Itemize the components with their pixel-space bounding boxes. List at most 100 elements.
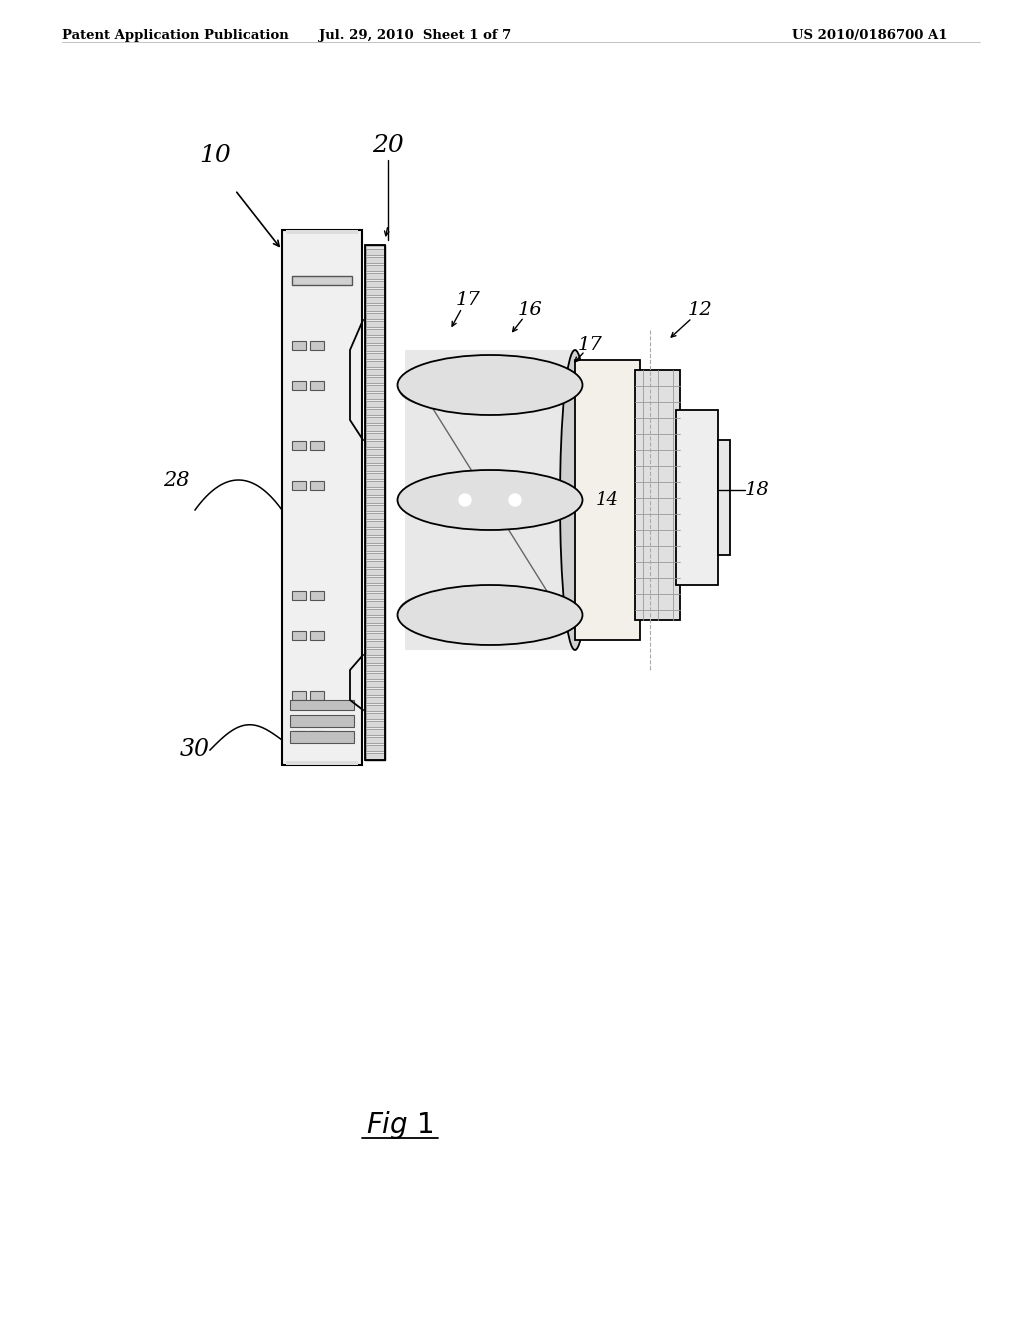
Bar	[310, 381, 324, 389]
Bar	[366, 649, 384, 655]
Bar	[366, 281, 384, 286]
Bar	[366, 673, 384, 678]
Bar	[366, 624, 384, 631]
Ellipse shape	[397, 470, 583, 531]
Bar	[366, 713, 384, 719]
Bar	[366, 681, 384, 686]
Bar	[366, 537, 384, 543]
Bar	[366, 352, 384, 359]
Bar	[292, 480, 306, 490]
Bar	[366, 480, 384, 487]
Bar	[366, 593, 384, 599]
Bar	[366, 313, 384, 319]
Ellipse shape	[397, 355, 583, 414]
Bar	[366, 697, 384, 704]
Bar	[310, 731, 324, 741]
Bar	[575, 360, 640, 640]
Text: 10: 10	[199, 144, 230, 166]
Ellipse shape	[400, 587, 580, 632]
Bar	[366, 465, 384, 471]
Bar	[366, 545, 384, 550]
Bar	[292, 441, 306, 450]
Text: 14: 14	[596, 491, 618, 510]
Text: 17: 17	[456, 290, 480, 309]
Bar	[366, 657, 384, 663]
Bar	[290, 715, 354, 727]
Text: Patent Application Publication: Patent Application Publication	[62, 29, 289, 41]
Bar	[366, 553, 384, 558]
Bar	[366, 744, 384, 751]
Bar	[366, 585, 384, 591]
Bar	[366, 321, 384, 327]
Bar	[292, 276, 352, 285]
Bar	[366, 729, 384, 735]
Bar	[366, 249, 384, 255]
Bar	[290, 700, 354, 710]
Text: 17: 17	[578, 337, 602, 354]
Text: 18: 18	[745, 480, 770, 499]
Bar	[292, 631, 306, 640]
Bar	[635, 370, 680, 620]
Text: Jul. 29, 2010  Sheet 1 of 7: Jul. 29, 2010 Sheet 1 of 7	[318, 29, 511, 41]
Bar	[286, 230, 358, 234]
Text: 28: 28	[164, 470, 190, 490]
Bar	[366, 616, 384, 623]
Bar	[366, 345, 384, 351]
Bar	[292, 381, 306, 389]
Bar	[366, 642, 384, 647]
Bar	[310, 631, 324, 640]
Bar	[310, 341, 324, 350]
Bar	[366, 257, 384, 263]
Bar	[292, 731, 306, 741]
Bar	[366, 425, 384, 432]
Bar	[365, 246, 385, 760]
Text: US 2010/0186700 A1: US 2010/0186700 A1	[793, 29, 948, 41]
Ellipse shape	[400, 367, 580, 412]
Bar	[366, 601, 384, 607]
Bar	[310, 690, 324, 700]
Bar	[366, 506, 384, 511]
Bar	[366, 569, 384, 576]
Bar	[366, 609, 384, 615]
Text: 20: 20	[372, 133, 403, 157]
Bar	[718, 440, 730, 554]
Bar	[366, 273, 384, 279]
Bar	[366, 393, 384, 399]
Bar	[366, 513, 384, 519]
Circle shape	[509, 494, 521, 506]
Ellipse shape	[397, 585, 583, 645]
Bar	[366, 337, 384, 343]
Bar	[366, 401, 384, 407]
Text: 16: 16	[517, 301, 543, 319]
Bar	[406, 350, 575, 649]
Bar	[366, 449, 384, 455]
Bar	[292, 591, 306, 601]
Bar	[366, 521, 384, 527]
Bar	[366, 409, 384, 414]
Bar	[366, 665, 384, 671]
Bar	[366, 433, 384, 440]
Bar	[365, 246, 385, 760]
Bar	[366, 289, 384, 294]
Bar	[366, 705, 384, 711]
Bar	[290, 731, 354, 743]
Bar	[366, 752, 384, 759]
Bar	[366, 457, 384, 463]
Bar	[292, 690, 306, 700]
Bar	[366, 297, 384, 304]
Bar	[366, 417, 384, 422]
Bar	[282, 230, 362, 766]
Bar	[366, 721, 384, 727]
Bar	[366, 498, 384, 503]
Text: 30: 30	[180, 738, 210, 762]
Bar	[366, 370, 384, 375]
Bar	[366, 634, 384, 639]
Bar	[310, 591, 324, 601]
Bar	[366, 305, 384, 312]
Circle shape	[459, 494, 471, 506]
Ellipse shape	[400, 478, 580, 523]
Bar	[366, 577, 384, 583]
Bar	[366, 441, 384, 447]
Bar	[366, 329, 384, 335]
Bar	[366, 385, 384, 391]
